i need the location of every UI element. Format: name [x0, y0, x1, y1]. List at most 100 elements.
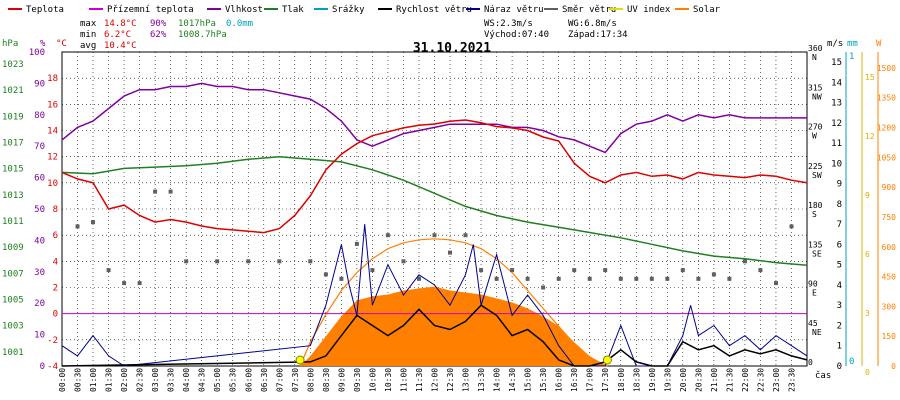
stat-avg-temp: 10.4°C [104, 41, 137, 51]
stat-wg: WG:6.8m/s [568, 19, 617, 29]
axis-w-tick: 1500 [877, 64, 896, 73]
sun-marker [295, 355, 305, 365]
axis-temp-tick: 14 [47, 127, 58, 137]
axis-temp-tick: 16 [47, 100, 58, 110]
axis-temp-tick: 8 [53, 205, 58, 215]
axis-x-tick: 02:00 [120, 368, 129, 392]
axis-x-tick: 11:30 [415, 368, 424, 392]
wind-dir-point [448, 250, 452, 255]
axis-x-tick: 04:30 [198, 368, 207, 392]
axis-hpa-tick: 1011 [2, 217, 24, 227]
wind-dir-point [385, 233, 390, 238]
axis-temp-tick: -2 [47, 336, 58, 346]
axis-x-tick: 14:30 [508, 368, 517, 392]
axis-pct-title: % [40, 39, 46, 49]
axis-ms-tick: 8 [837, 200, 842, 210]
stat-rain: 0.0mm [226, 19, 253, 29]
axis-hpa-tick: 1023 [2, 60, 24, 70]
axis-dir-tick: 45 [808, 319, 818, 328]
axis-pct-tick: 100 [29, 48, 45, 58]
gust-line [61, 224, 808, 367]
axis-temp-tick: 10 [47, 179, 58, 189]
pressure-line [61, 155, 808, 267]
axis-x-tick: 08:30 [322, 368, 331, 392]
stat-sunset: Západ:17:34 [568, 30, 628, 40]
axis-x-tick: 02:30 [136, 368, 145, 392]
wind-dir-point [665, 276, 670, 281]
axis-ms-tick: 13 [831, 99, 842, 109]
axis-x-tick: 09:00 [337, 368, 346, 392]
axis-dir-tick: 270 [808, 123, 823, 132]
wind-dir-point [75, 224, 80, 229]
axis-x-tick: 09:30 [353, 368, 362, 392]
wind-dir-point [572, 268, 577, 273]
axis-hpa-tick: 1015 [2, 165, 24, 175]
axis-pct-tick: 70 [34, 142, 45, 152]
axis-x-tick: 06:00 [244, 368, 253, 392]
axis-x-tick: 05:00 [213, 368, 222, 392]
wind-dir-point [308, 259, 313, 264]
axis-dir-tick: 0 [808, 358, 813, 367]
axis-pct-tick: 0 [40, 362, 45, 372]
axis-x-tick: 13:00 [462, 368, 471, 392]
axis-w-tick: 450 [882, 273, 897, 282]
axis-x-tick: 15:30 [539, 368, 548, 392]
axis-x-tick: 19:30 [663, 368, 672, 392]
axis-x-tick: 23:30 [787, 368, 796, 392]
legend-label: Rychlost větru [396, 5, 472, 15]
axis-ms-tick: 6 [837, 240, 842, 250]
stat-sunrise: Východ:07:40 [484, 30, 549, 40]
temperature-line [61, 119, 808, 234]
axis-pct-tick: 10 [34, 331, 45, 341]
axis-ms-tick: 14 [831, 78, 842, 88]
axis-pct-tick: 90 [34, 79, 45, 89]
axis-pct-tick: 30 [34, 268, 45, 278]
axis-dir-label: NE [812, 328, 822, 337]
axis-w-tick: 1050 [877, 153, 896, 162]
stat-ws: WS:2.3m/s [484, 19, 533, 29]
axis-ms-tick: 3 [837, 301, 842, 311]
axis-ms-tick: 12 [831, 119, 842, 129]
axis-dir-label: W [812, 132, 817, 141]
wind-dir-point [541, 285, 546, 290]
wind-dir-point [494, 276, 499, 281]
wind-dir-point [479, 268, 484, 273]
wind-dir-point [401, 259, 406, 264]
axis-dir-tick: 180 [808, 201, 823, 210]
axis-ms-tick: 11 [831, 139, 842, 149]
stat-min-label: min [80, 30, 96, 40]
wind-dir-point [758, 268, 763, 273]
axis-temp-tick: 6 [53, 231, 58, 241]
axis-pct-tick: 80 [34, 111, 45, 121]
axis-hpa-tick: 1005 [2, 296, 24, 306]
solar-area [300, 286, 608, 366]
axis-x-tick: 10:00 [368, 368, 377, 392]
axis-w-tick: 750 [882, 213, 897, 222]
axis-x-tick: 21:30 [725, 368, 734, 392]
axis-x-tick: 18:00 [617, 368, 626, 392]
axis-uv-tick: 3 [865, 309, 870, 318]
axis-x-tick: 22:30 [756, 368, 765, 392]
wind-dir-point [370, 268, 375, 273]
wind-dir-point [432, 233, 437, 238]
legend: Teplota Přízemní teplota Vlhkost Tlak Srážky… [8, 5, 721, 15]
axis-pct-tick: 50 [34, 205, 45, 215]
axis-w-tick: 300 [882, 302, 897, 311]
wind-dir-point [339, 276, 344, 281]
wind-dir-point [463, 233, 468, 238]
plot-area [61, 51, 808, 367]
legend-label: Tlak [282, 5, 304, 15]
axis-w-tick: 1350 [877, 94, 896, 103]
wind-dir-point [587, 276, 592, 281]
axis-pct-tick: 40 [34, 236, 45, 246]
axis-x-label: čas [815, 370, 831, 381]
axis-x-tick: 13:30 [477, 368, 486, 392]
wind-dir-point [354, 241, 359, 246]
wind-dir-point [742, 259, 747, 264]
wind-dir-point [696, 276, 701, 281]
wind-dir-point [789, 224, 794, 229]
stat-min-hum: 62% [150, 30, 167, 40]
axis-x-tick: 06:30 [260, 368, 269, 392]
axis-ms-tick: 1 [837, 342, 842, 352]
wind-dir-point [184, 259, 189, 264]
